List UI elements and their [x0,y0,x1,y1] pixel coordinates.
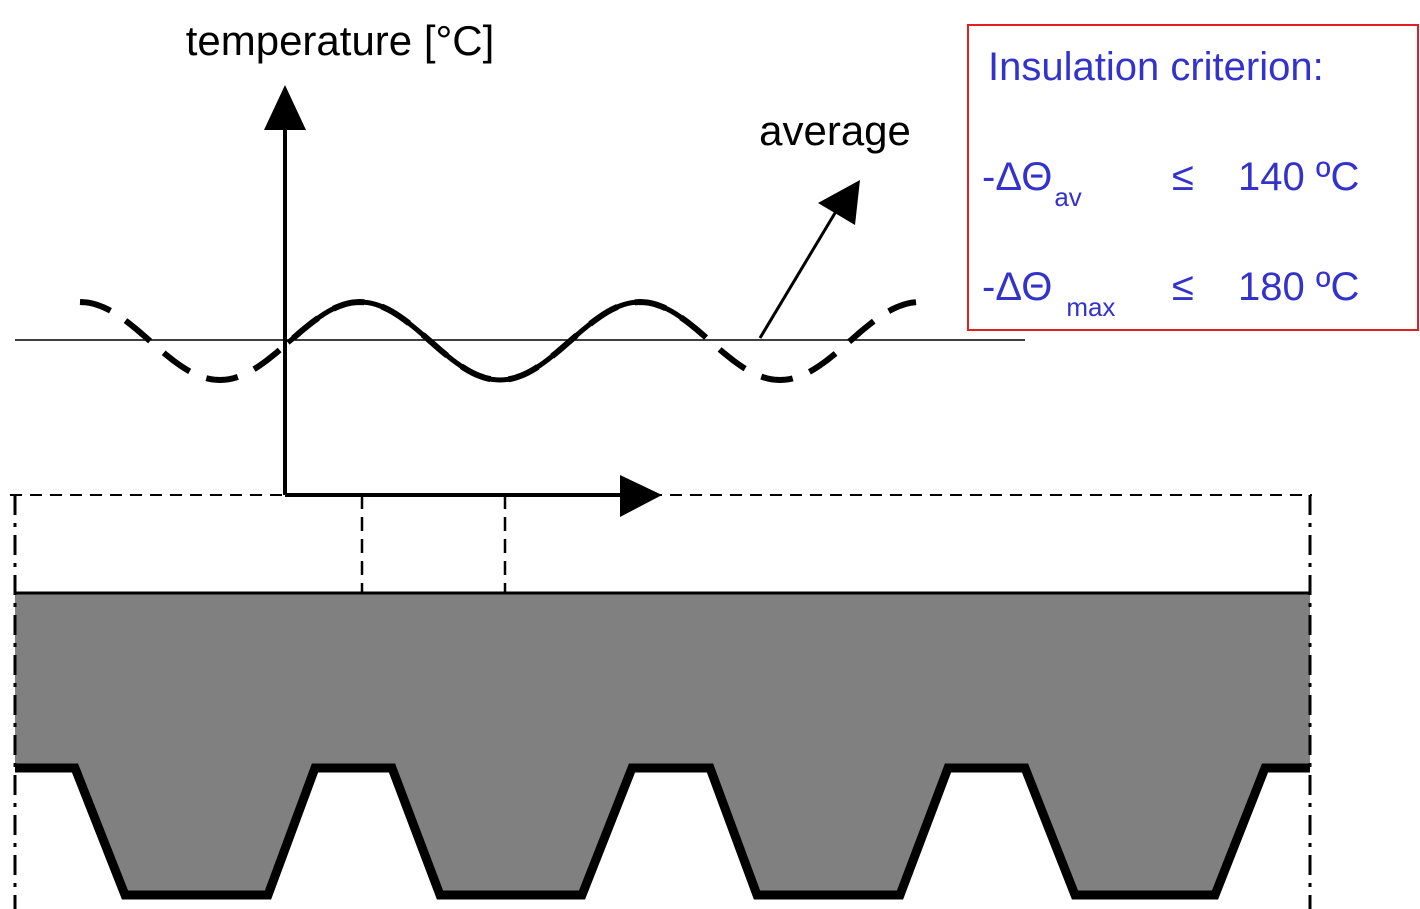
temperature-wave-solid [286,299,702,383]
criterion-row: -ΔΘ max ≤180 ºC [982,265,1359,322]
criterion-row: -ΔΘav ≤140 ºC [982,155,1359,212]
average-pointer [758,207,840,339]
subscript: av [1054,182,1081,212]
average-label: average [759,107,911,154]
average-arrow [818,180,860,225]
temperature-wave [79,298,917,384]
criterion-title: Insulation criterion: [988,45,1324,89]
x-arrow [620,475,662,517]
limit: 140 ºC [1238,155,1359,199]
operator: ≤ [1172,155,1194,199]
axis-label: temperature [°C] [186,17,495,64]
y-arrow [264,85,306,130]
criterion-box [967,24,1419,331]
operator: ≤ [1172,265,1194,309]
prefix: -ΔΘ [982,265,1052,309]
slab-profile [15,763,1310,900]
prefix: -ΔΘ [982,155,1052,199]
limit: 180 ºC [1238,265,1359,309]
slab [15,593,1310,895]
subscript: max [1066,292,1115,322]
